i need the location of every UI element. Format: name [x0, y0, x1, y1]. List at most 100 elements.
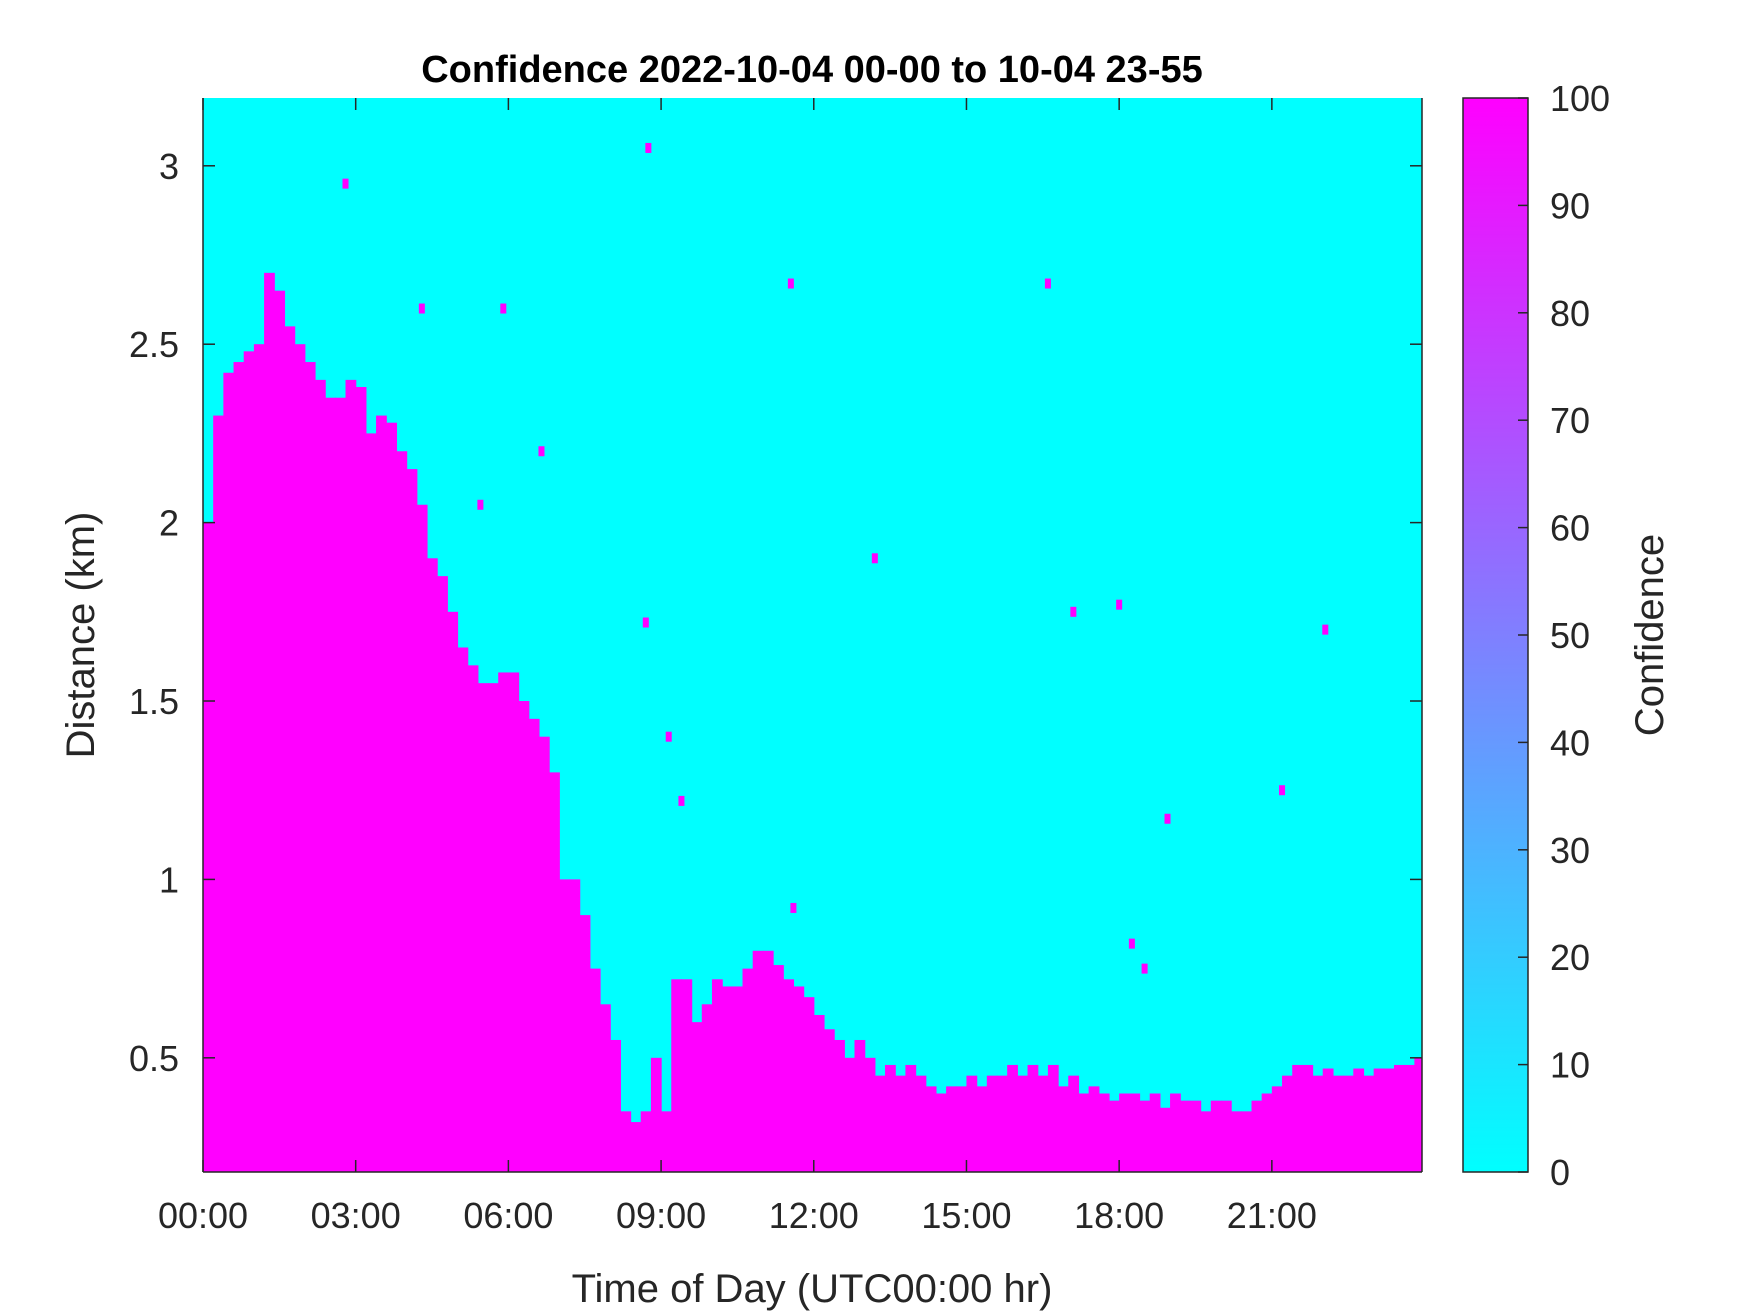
high-confidence-column — [813, 1015, 825, 1172]
x-tick-label: 06:00 — [463, 1195, 553, 1236]
y-axis-label: Distance (km) — [59, 512, 103, 759]
high-confidence-column — [1220, 1100, 1232, 1172]
isolated-high-confidence-cell — [642, 617, 649, 628]
x-axis-ticks: 00:00 03:00 06:00 09:00 12:00 15:00 18:00 21:00 — [158, 98, 1317, 1236]
colorbar-tick-label: 30 — [1550, 830, 1590, 871]
high-confidence-column — [1373, 1068, 1385, 1172]
high-confidence-column — [803, 997, 815, 1172]
high-confidence-column — [671, 979, 683, 1172]
isolated-high-confidence-cell — [1044, 278, 1051, 289]
colorbar-tick-label: 60 — [1550, 508, 1590, 549]
high-confidence-column — [1292, 1064, 1303, 1172]
colorbar-tick-label: 90 — [1550, 185, 1590, 226]
x-tick-label: 03:00 — [311, 1195, 401, 1236]
isolated-high-confidence-cell — [1322, 624, 1329, 635]
high-confidence-column — [1200, 1111, 1212, 1172]
high-confidence-column — [752, 950, 764, 1172]
high-confidence-column — [386, 422, 398, 1172]
high-confidence-column — [488, 683, 499, 1172]
colorbar-tick-label: 70 — [1550, 400, 1590, 441]
high-confidence-column — [742, 968, 754, 1172]
high-confidence-column — [203, 522, 214, 1172]
high-confidence-column — [1332, 1075, 1344, 1172]
isolated-high-confidence-cell — [790, 902, 797, 913]
high-confidence-column — [396, 451, 408, 1172]
high-confidence-column — [640, 1111, 652, 1172]
high-confidence-column — [895, 1075, 906, 1172]
plot-area — [203, 98, 1422, 1172]
high-confidence-column — [376, 415, 387, 1172]
high-confidence-column — [986, 1075, 998, 1172]
high-confidence-column — [661, 1111, 672, 1172]
isolated-high-confidence-cell — [418, 303, 425, 314]
high-confidence-column — [477, 683, 489, 1172]
high-confidence-column — [905, 1064, 917, 1172]
high-confidence-column — [966, 1075, 978, 1172]
high-confidence-column — [569, 879, 581, 1172]
high-confidence-column — [1108, 1100, 1120, 1172]
high-confidence-column — [620, 1111, 632, 1172]
colorbar-ticks: 0 10 20 30 40 50 60 70 80 90 100 — [1518, 78, 1610, 1193]
colorbar-label: Confidence — [1628, 534, 1672, 736]
high-confidence-column — [844, 1057, 856, 1172]
high-confidence-column — [946, 1086, 957, 1172]
high-confidence-column — [1180, 1100, 1192, 1172]
x-tick-label: 18:00 — [1074, 1195, 1164, 1236]
high-confidence-column — [874, 1075, 886, 1172]
isolated-high-confidence-cell — [500, 303, 507, 314]
colorbar-gradient — [1462, 97, 1529, 1173]
x-axis-label: Time of Day (UTC00:00 hr) — [572, 1267, 1053, 1311]
high-confidence-column — [294, 344, 306, 1172]
high-confidence-column — [681, 979, 693, 1172]
y-tick-label: 1.5 — [129, 681, 179, 722]
high-confidence-column — [406, 469, 418, 1172]
high-confidence-column — [1119, 1093, 1130, 1172]
high-confidence-column — [314, 379, 326, 1172]
colorbar-tick-label: 80 — [1550, 293, 1590, 334]
high-confidence-column — [538, 736, 550, 1172]
high-confidence-column — [1037, 1075, 1049, 1172]
high-confidence-column — [1149, 1093, 1161, 1172]
x-tick-label: 09:00 — [616, 1195, 706, 1236]
x-tick-label: 15:00 — [921, 1195, 1011, 1236]
high-confidence-column — [528, 718, 540, 1172]
high-confidence-column — [1190, 1100, 1202, 1172]
y-tick-label: 2 — [159, 503, 179, 544]
high-confidence-column — [274, 290, 286, 1172]
high-confidence-column — [854, 1039, 866, 1172]
colorbar-tick-label: 20 — [1550, 937, 1590, 978]
high-confidence-column — [213, 415, 224, 1172]
isolated-high-confidence-cell — [665, 731, 672, 742]
high-confidence-column — [1322, 1068, 1334, 1172]
high-confidence-column — [243, 351, 255, 1172]
high-confidence-column — [711, 979, 723, 1172]
high-confidence-column — [600, 1004, 611, 1172]
high-confidence-column — [1170, 1093, 1181, 1172]
high-confidence-column — [691, 1022, 703, 1172]
colorbar: 0 10 20 30 40 50 60 70 80 90 100 — [1462, 78, 1610, 1193]
high-confidence-column — [233, 362, 245, 1172]
high-confidence-column — [722, 986, 733, 1172]
high-confidence-column — [783, 979, 795, 1172]
isolated-high-confidence-cell — [342, 178, 349, 189]
high-confidence-column — [1058, 1086, 1069, 1172]
high-confidence-column — [559, 879, 571, 1172]
high-confidence-column — [762, 950, 774, 1172]
high-confidence-column — [610, 1039, 621, 1172]
colorbar-tick-label: 10 — [1550, 1045, 1590, 1086]
high-confidence-column — [1078, 1093, 1090, 1172]
high-confidence-column — [1098, 1093, 1110, 1172]
y-tick-label: 0.5 — [129, 1038, 179, 1079]
chart-title: Confidence 2022-10-04 00-00 to 10-04 23-… — [421, 49, 1203, 91]
high-confidence-column — [1271, 1086, 1283, 1172]
high-confidence-column — [253, 344, 265, 1172]
high-confidence-column — [264, 272, 275, 1172]
high-confidence-column — [1414, 1057, 1422, 1172]
y-axis-ticks: 0.5 1 1.5 2 2.5 3 — [129, 146, 1422, 1079]
high-confidence-column — [416, 504, 428, 1172]
high-confidence-column — [579, 915, 591, 1172]
high-confidence-column — [1007, 1064, 1018, 1172]
x-tick-label: 00:00 — [158, 1195, 248, 1236]
high-confidence-column — [1231, 1111, 1242, 1172]
